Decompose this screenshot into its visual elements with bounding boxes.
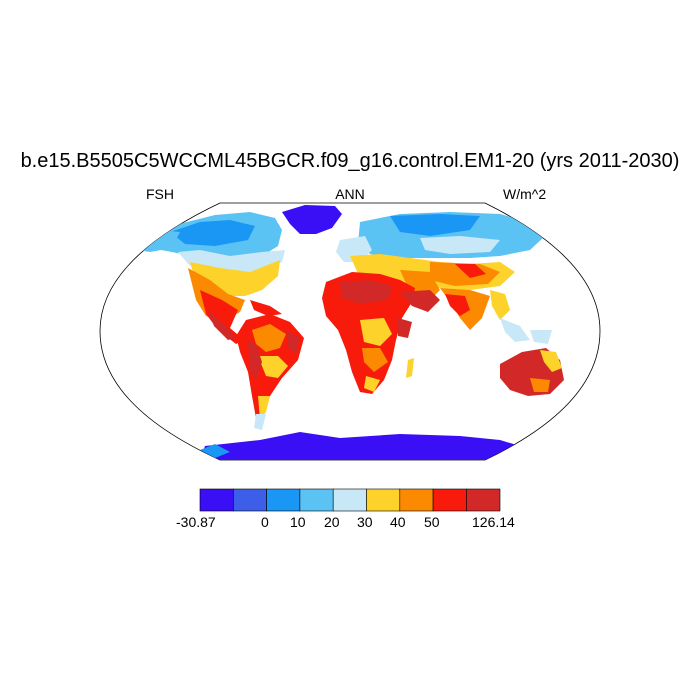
colorbar-box-3 <box>266 488 301 512</box>
plot-title: b.e15.B5505C5WCCML45BGCR.f09_g16.control… <box>20 150 680 172</box>
colorbar-label-50: 50 <box>424 514 440 530</box>
new-zealand <box>590 382 600 404</box>
colorbar-label-20: 20 <box>324 514 340 530</box>
colorbar-label-10: 10 <box>290 514 306 530</box>
colorbar-label-30: 30 <box>357 514 373 530</box>
south-america <box>236 314 304 430</box>
colorbar-box-7 <box>399 488 434 512</box>
greenland <box>282 205 342 234</box>
variable-label: FSH <box>146 186 174 202</box>
colorbar-box-6 <box>366 488 401 512</box>
season-label: ANN <box>335 186 365 202</box>
colorbar-box-2 <box>232 488 267 512</box>
south-asia <box>440 288 530 342</box>
eurasia <box>336 212 545 300</box>
colorbar-box-8 <box>432 488 467 512</box>
australia <box>500 330 564 396</box>
colorbar <box>199 488 501 512</box>
colorbar-label-0: 0 <box>261 514 269 530</box>
colorbar-box-5 <box>332 488 367 512</box>
colorbar-box-4 <box>299 488 334 512</box>
antarctica <box>200 432 520 460</box>
north-america <box>140 212 285 344</box>
colorbar-box-1 <box>199 488 234 512</box>
colorbar-label-min: -30.87 <box>176 514 216 530</box>
colorbar-label-max: 126.14 <box>472 514 515 530</box>
colorbar-box-9 <box>466 488 501 512</box>
colorbar-label-40: 40 <box>390 514 406 530</box>
africa <box>322 272 440 394</box>
units-label: W/m^2 <box>503 186 547 202</box>
